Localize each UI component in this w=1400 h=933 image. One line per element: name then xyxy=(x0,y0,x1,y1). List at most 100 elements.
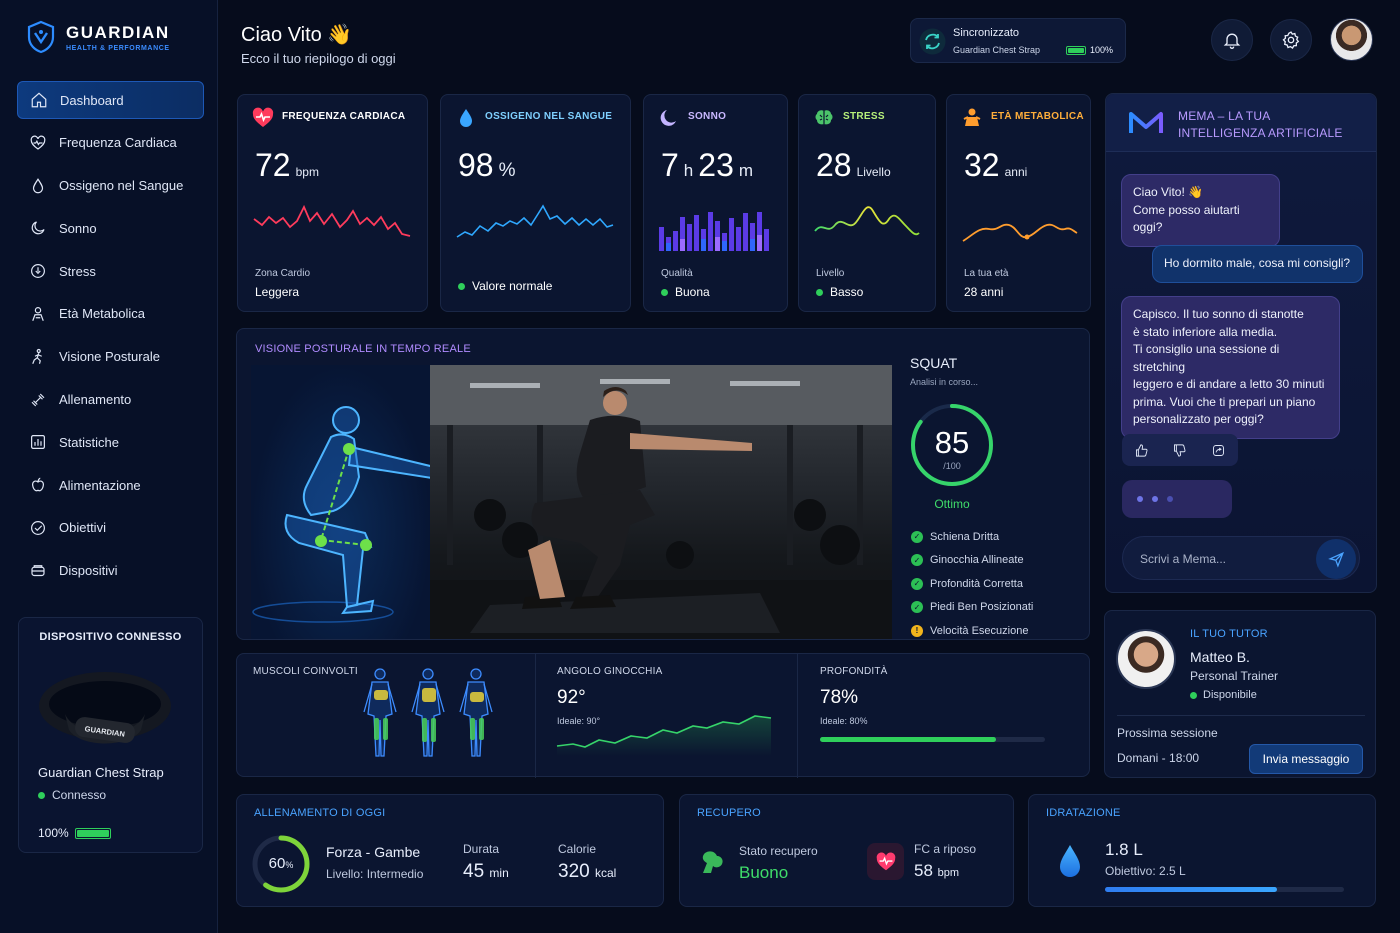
send-icon xyxy=(1327,551,1344,568)
workout-today-card[interactable]: ALLENAMENTO DI OGGI 60% Forza - Gambe Li… xyxy=(236,794,664,907)
posture-title: VISIONE POSTURALE IN TEMPO REALE xyxy=(255,343,471,355)
user-message: Ho dormito male, cosa mi consigli? xyxy=(1152,245,1363,283)
sidebar-item-label: Statistiche xyxy=(59,434,119,450)
sleep-bar xyxy=(764,229,769,251)
thumbs-down-icon[interactable] xyxy=(1172,443,1187,458)
connected-device-card: DISPOSITIVO CONNESSO GUARDIAN Guardian C… xyxy=(18,617,203,853)
metric-card-oxygen[interactable]: OSSIGENO NEL SANGUE 98% Valore normale xyxy=(440,94,631,312)
metabolic-sparkline xyxy=(962,223,1078,242)
bell-icon xyxy=(1223,33,1241,49)
metric-card-sleep[interactable]: SONNO 7 h 23 m Qualità Buona xyxy=(643,94,788,312)
settings-button[interactable] xyxy=(1270,19,1312,61)
sync-status[interactable]: Sincronizzato Guardian Chest Strap 100% xyxy=(910,18,1126,63)
sleep-bar xyxy=(750,223,755,251)
sidebar-item-label: Obiettivi xyxy=(59,520,106,536)
sidebar-item-heart-rate[interactable]: Frequenza Cardiaca xyxy=(17,124,204,162)
message-line: prima. Vuoi che ti prepari un piano xyxy=(1133,394,1316,409)
sidebar-item-oxygen[interactable]: Ossigeno nel Sangue xyxy=(17,167,204,205)
metabolic-age-value: 32 xyxy=(964,147,1000,183)
sync-icon xyxy=(919,28,946,55)
next-session-value: Domani - 18:00 xyxy=(1117,751,1200,765)
message-line: è stato inferiore alla media. xyxy=(1133,324,1278,339)
metric-sub: Buona xyxy=(661,285,710,299)
send-button[interactable] xyxy=(1316,539,1356,579)
home-icon xyxy=(31,92,47,108)
thumbs-up-icon[interactable] xyxy=(1134,443,1149,458)
workout-progress: 60% xyxy=(251,855,311,872)
sidebar-item-training[interactable]: Allenamento xyxy=(17,381,204,419)
check-item: ✓ Schiena Dritta xyxy=(911,525,1033,549)
sidebar-item-goals[interactable]: Obiettivi xyxy=(17,509,204,547)
ai-assistant-header: MEMA – LA TUA INTELLIGENZA ARTIFICIALE xyxy=(1106,94,1376,152)
calories-value: 320 xyxy=(558,861,590,882)
status-dot xyxy=(1190,691,1197,699)
user-avatar[interactable] xyxy=(1330,18,1373,61)
check-icon: ✓ xyxy=(911,577,923,590)
stress-value: 28 xyxy=(816,147,852,183)
metric-unit: Livello xyxy=(856,165,891,179)
sleep-bar xyxy=(659,227,664,251)
sidebar-item-label: Allenamento xyxy=(59,392,132,408)
metric-card-stress[interactable]: STRESS 28 Livello Livello Basso xyxy=(798,94,936,312)
metric-card-metabolic-age[interactable]: ETÀ METABOLICA 32 anni La tua età 28 anni xyxy=(946,94,1091,312)
next-session-label: Prossima sessione xyxy=(1117,726,1218,740)
sidebar-item-dashboard[interactable]: Dashboard xyxy=(17,81,204,119)
sleep-bar xyxy=(680,217,685,251)
sync-title: Sincronizzato xyxy=(953,27,1020,39)
metric-label: La tua età xyxy=(964,268,1009,279)
metric-value: 7 h 23 m xyxy=(661,147,753,184)
recovery-card[interactable]: RECUPERO Stato recupero Buono FC a ripos… xyxy=(679,794,1014,907)
apple-icon xyxy=(32,477,44,492)
score-ring xyxy=(911,404,993,486)
message-line: leggero e di andare a letto 30 minuti xyxy=(1133,377,1325,391)
metric-card-heart-rate[interactable]: FREQUENZA CARDIACA 72 bpm Zona Cardio Leg… xyxy=(237,94,428,312)
sleep-bar xyxy=(673,231,678,251)
drop-icon xyxy=(32,177,44,193)
greeting-title: Ciao Vito 👋 xyxy=(241,24,353,46)
calories: 320 kcal xyxy=(558,861,616,883)
typing-dot xyxy=(1137,496,1143,502)
knee-angle-label: ANGOLO GINOCCHIA xyxy=(557,666,663,677)
hydration-title: IDRATAZIONE xyxy=(1046,807,1121,819)
oxygen-sparkline xyxy=(456,204,614,238)
sidebar-item-posture[interactable]: Visione Posturale xyxy=(17,338,204,376)
sync-battery: 100% xyxy=(1066,45,1113,55)
sidebar-item-sleep[interactable]: Sonno xyxy=(17,209,204,247)
typing-dot xyxy=(1152,496,1158,502)
depth-value: 78% xyxy=(820,687,859,708)
calories-label: Calorie xyxy=(558,842,597,856)
message-line: personalizzato per oggi? xyxy=(1133,412,1264,426)
message-line: Capisco. Il tuo sonno di stanotte xyxy=(1133,307,1304,321)
knee-angle-ideal: Ideale: 90° xyxy=(557,716,601,726)
resting-hr-unit: bpm xyxy=(937,867,960,879)
muscle-map-figures xyxy=(363,668,493,757)
metric-sub: 28 anni xyxy=(964,285,1003,299)
sidebar-item-stress[interactable]: Stress xyxy=(17,252,204,290)
sidebar-item-stats[interactable]: Statistiche xyxy=(17,423,204,461)
sidebar-item-metabolic-age[interactable]: Età Metabolica xyxy=(17,295,204,333)
greeting-subtitle: Ecco il tuo riepilogo di oggi xyxy=(241,51,396,66)
share-icon[interactable] xyxy=(1211,443,1226,458)
calories-unit: kcal xyxy=(594,866,617,880)
logo[interactable]: GUARDIAN HEALTH & PERFORMANCE xyxy=(26,20,170,54)
tutor-avatar[interactable] xyxy=(1116,629,1176,689)
device-battery-text: 100% xyxy=(38,826,69,840)
sidebar-item-devices[interactable]: Dispositivi xyxy=(17,552,204,590)
hydration-card[interactable]: IDRATAZIONE 1.8 L Obiettivo: 2.5 L xyxy=(1028,794,1376,907)
metric-value: 72 bpm xyxy=(255,147,319,184)
chat-input[interactable]: Scrivi a Mema... xyxy=(1122,536,1360,580)
hologram-figure xyxy=(252,406,452,623)
sidebar-item-nutrition[interactable]: Alimentazione xyxy=(17,466,204,504)
metric-title: FREQUENZA CARDIACA xyxy=(282,111,406,122)
exercise-analysis-status: Analisi in corso... xyxy=(910,377,979,387)
send-message-button[interactable]: Invia messaggio xyxy=(1249,744,1363,774)
workout-name: Forza - Gambe xyxy=(326,844,421,860)
posture-icon xyxy=(32,348,42,364)
notifications-button[interactable] xyxy=(1211,19,1253,61)
workout-progress-arc xyxy=(252,835,310,893)
metric-unit: anni xyxy=(1004,165,1028,179)
exercise-name: SQUAT xyxy=(910,355,958,371)
battery-fill xyxy=(1068,47,1084,53)
brain-icon xyxy=(815,110,833,125)
target-icon xyxy=(31,520,45,535)
